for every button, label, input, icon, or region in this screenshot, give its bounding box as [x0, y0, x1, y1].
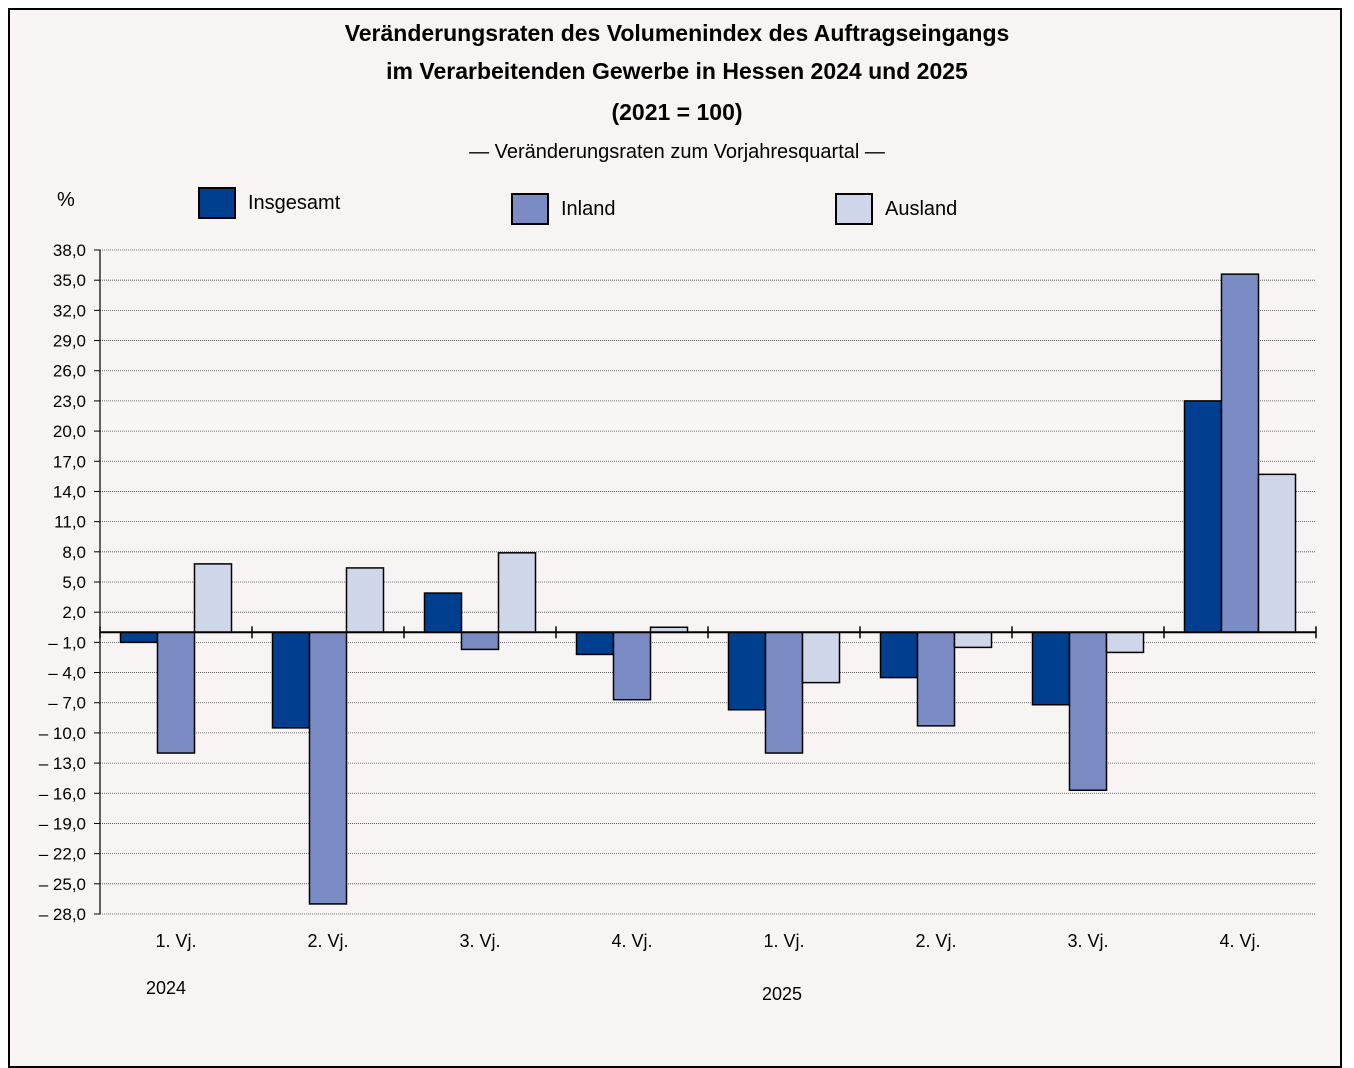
bar-ausland — [193, 563, 233, 634]
y-tick-label: – 22,0 — [39, 845, 86, 864]
y-tick-label: – 28,0 — [39, 905, 86, 924]
legend-item-inland: Inland — [511, 193, 616, 225]
y-tick-label: 14,0 — [53, 482, 86, 501]
x-tick-label: 4. Vj. — [1219, 931, 1260, 951]
x-tick-label: 1. Vj. — [155, 931, 196, 951]
y-tick-label: 23,0 — [53, 392, 86, 411]
bar-ausland — [497, 552, 537, 634]
legend-item-ausland: Ausland — [835, 193, 957, 225]
y-tick-label: 8,0 — [62, 543, 86, 562]
bar-ausland — [801, 631, 841, 684]
bar-ausland — [345, 567, 385, 634]
legend-label-inland: Inland — [561, 197, 616, 220]
bar-inland — [308, 631, 348, 905]
chart-title-line3: (2021 = 100) — [611, 99, 743, 125]
chart-title-line1: Veränderungsraten des Volumenindex des A… — [344, 20, 1010, 46]
bar-inland — [1068, 631, 1108, 792]
chart-subtitle: — Veränderungsraten zum Vorjahresquartal… — [469, 141, 885, 163]
y-tick-label: 32,0 — [53, 301, 86, 320]
x-tick-label: 1. Vj. — [763, 931, 804, 951]
bar-inland — [612, 631, 652, 701]
legend-label-ausland: Ausland — [885, 197, 958, 220]
y-tick-label: – 10,0 — [39, 724, 86, 743]
x-tick-label: 3. Vj. — [1067, 931, 1108, 951]
y-tick-label: – 7,0 — [48, 694, 86, 713]
y-tick-label: – 13,0 — [39, 754, 86, 773]
legend-swatch-insgesamt — [198, 187, 236, 219]
bar-insgesamt — [271, 631, 311, 729]
x-tick-label: 2. Vj. — [307, 931, 348, 951]
y-tick-label: – 25,0 — [39, 875, 86, 894]
legend-swatch-inland — [511, 193, 549, 225]
bar-insgesamt — [1031, 631, 1071, 706]
y-tick-label: 11,0 — [54, 513, 86, 532]
year-label-2025: 2025 — [762, 984, 803, 1004]
x-tick-label: 2. Vj. — [915, 931, 956, 951]
bar-inland — [460, 631, 500, 651]
bar-insgesamt — [119, 631, 159, 644]
y-tick-label: 2,0 — [62, 603, 86, 622]
y-axis-unit: % — [57, 189, 75, 211]
year-label-2024: 2024 — [146, 978, 187, 998]
y-tick-label: 26,0 — [53, 362, 86, 381]
legend-label-insgesamt: Insgesamt — [248, 191, 341, 214]
bar-ausland — [953, 631, 993, 649]
bar-inland — [764, 631, 804, 754]
chart-frame — [8, 8, 1342, 1068]
bar-insgesamt — [1183, 400, 1223, 634]
y-tick-label: – 19,0 — [39, 814, 86, 833]
legend-swatch-ausland — [835, 193, 873, 225]
bar-ausland — [1257, 473, 1297, 634]
y-tick-label: 17,0 — [53, 452, 86, 471]
x-tick-label: 4. Vj. — [611, 931, 652, 951]
y-tick-label: – 1,0 — [48, 633, 86, 652]
y-tick-label: 5,0 — [62, 573, 86, 592]
chart-title-line2: im Verarbeitenden Gewerbe in Hessen 2024… — [386, 58, 968, 84]
bar-insgesamt — [727, 631, 767, 711]
bar-insgesamt — [575, 631, 615, 656]
legend-item-insgesamt: Insgesamt — [198, 187, 340, 219]
y-tick-label: 20,0 — [53, 422, 86, 441]
y-tick-label: – 4,0 — [48, 664, 86, 683]
bar-inland — [916, 631, 956, 727]
y-tick-label: – 16,0 — [39, 784, 86, 803]
x-tick-label: 3. Vj. — [459, 931, 500, 951]
y-tick-label: 35,0 — [53, 271, 86, 290]
y-tick-label: 38,0 — [53, 241, 86, 260]
bar-inland — [156, 631, 196, 754]
bar-ausland — [1105, 631, 1145, 654]
bar-inland — [1220, 273, 1260, 634]
y-tick-label: 29,0 — [53, 332, 86, 351]
bar-insgesamt — [423, 592, 463, 634]
bar-insgesamt — [879, 631, 919, 679]
